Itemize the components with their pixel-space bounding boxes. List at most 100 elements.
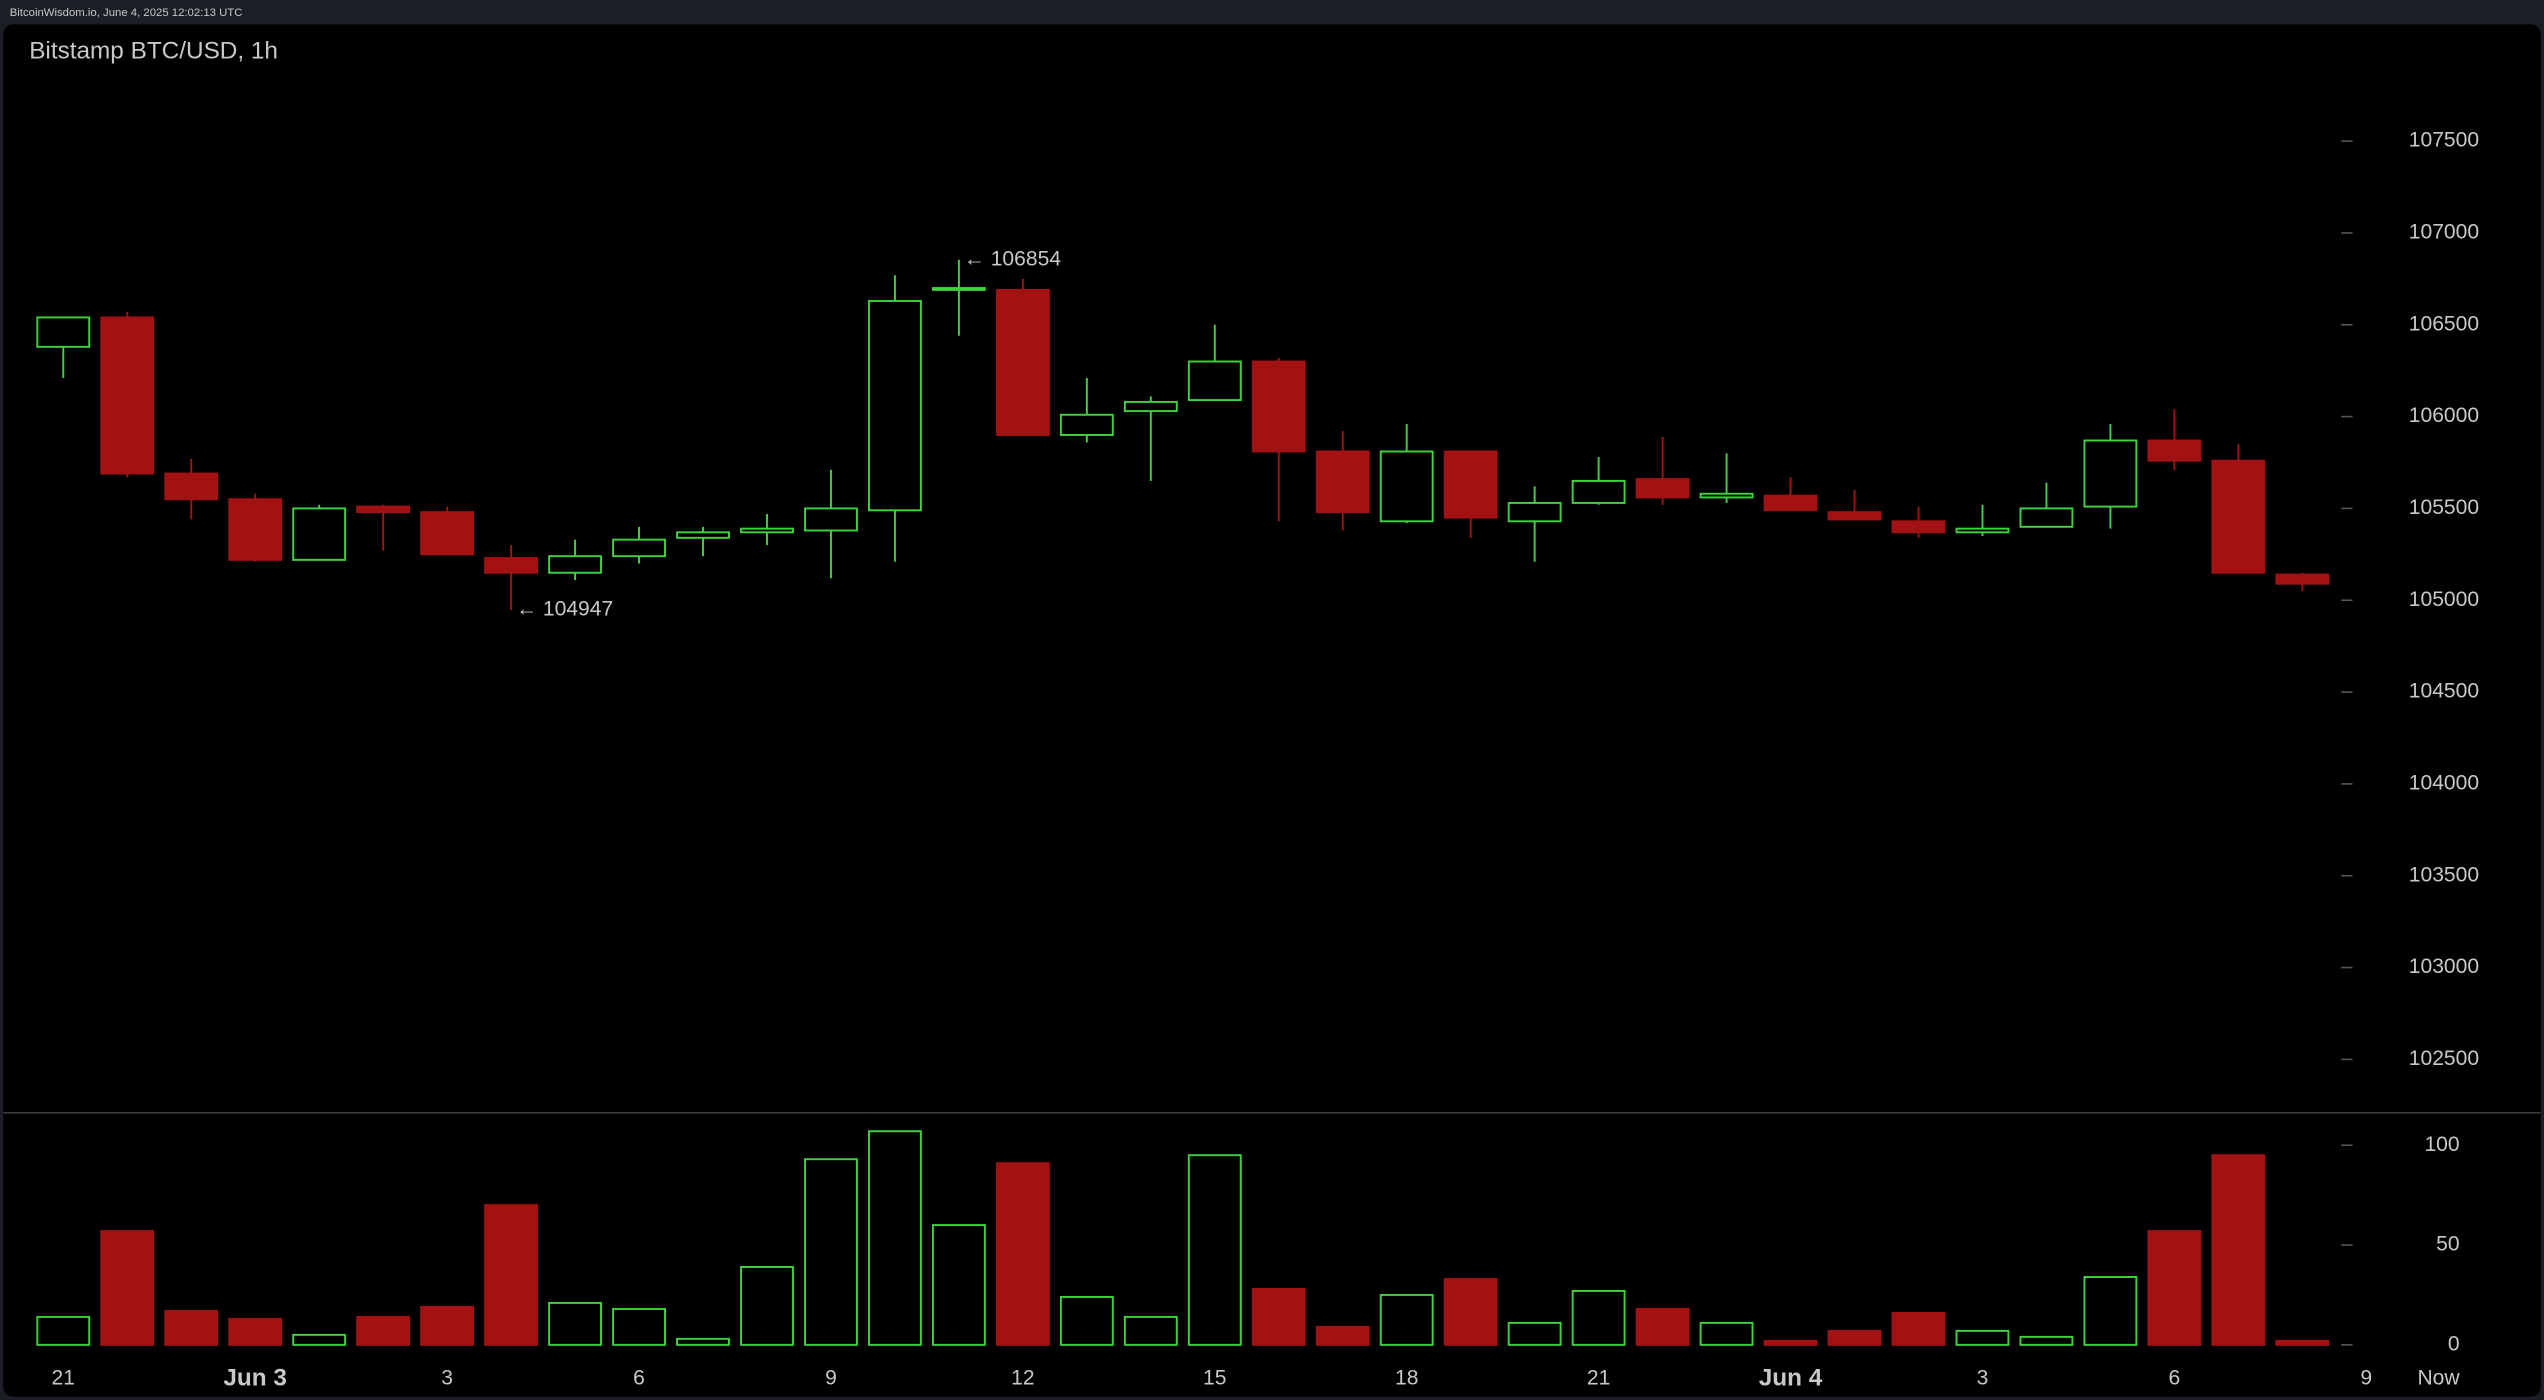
volume-bar — [1571, 1289, 1626, 1346]
volume-bar — [740, 1266, 794, 1346]
volume-bar — [2147, 1230, 2202, 1346]
volume-bar — [100, 1230, 155, 1346]
candle-body — [2083, 439, 2138, 508]
candle-body — [36, 316, 91, 348]
volume-bar — [36, 1315, 91, 1346]
y-tick-label: 103000 — [2409, 955, 2479, 978]
x-tick-label: Jun 3 — [223, 1364, 287, 1391]
candle-body — [804, 507, 858, 532]
candle-body — [931, 287, 986, 291]
candle-body — [548, 555, 602, 574]
volume-bar — [2019, 1335, 2074, 1346]
x-tick-label: 9 — [2360, 1366, 2372, 1389]
x-tick-label: 21 — [52, 1366, 75, 1389]
candle-body — [1443, 450, 1498, 519]
volume-bar — [804, 1158, 858, 1346]
candle-body — [1251, 360, 1306, 453]
volume-bar — [1763, 1339, 1818, 1346]
candle-body — [867, 299, 922, 512]
x-tick-label: 12 — [1011, 1366, 1034, 1389]
x-tick-label: 21 — [1587, 1366, 1610, 1389]
volume-bar — [931, 1224, 986, 1346]
candle-body — [612, 538, 666, 558]
candle-body — [292, 507, 347, 561]
volume-bar — [228, 1317, 283, 1346]
volume-bar — [612, 1307, 666, 1346]
x-tick-label: 18 — [1395, 1366, 1418, 1389]
candle-body — [740, 527, 794, 534]
x-tick-label: 15 — [1203, 1366, 1226, 1389]
volume-bar — [548, 1301, 602, 1346]
header: BitcoinWisdom.io, June 4, 2025 12:02:13 … — [10, 7, 243, 19]
candle-body — [1635, 478, 1690, 499]
y-tick-label: 105000 — [2409, 588, 2479, 611]
volume-tick-label: 0 — [2448, 1332, 2460, 1355]
candle-body — [164, 472, 219, 501]
annotation: ← 106854 — [964, 247, 1062, 270]
volume-bar — [1315, 1325, 1370, 1346]
candle-body — [228, 498, 283, 561]
x-tick-label: 6 — [2169, 1366, 2181, 1389]
x-tick-label: 3 — [1977, 1366, 1989, 1389]
candle-body — [1187, 360, 1242, 402]
volume-bar — [2083, 1276, 2138, 1346]
volume-bar — [1507, 1321, 1562, 1346]
volume-tick-label: 50 — [2436, 1233, 2459, 1256]
y-tick-label: 107500 — [2409, 129, 2479, 152]
volume-bar — [1187, 1154, 1242, 1346]
candle-body — [2211, 459, 2266, 574]
candle-body — [1699, 492, 1754, 499]
volume-bar — [2211, 1154, 2266, 1346]
y-tick-label: 107000 — [2409, 221, 2479, 244]
y-tick-label: 105500 — [2409, 496, 2479, 519]
volume-tick-label: 100 — [2424, 1133, 2459, 1156]
candle-body — [1315, 450, 1370, 514]
volume-bar — [164, 1309, 219, 1346]
y-tick-label: 104000 — [2409, 771, 2479, 794]
volume-bar — [1635, 1307, 1690, 1346]
y-tick-label: 103500 — [2409, 863, 2479, 886]
candle-body — [1059, 413, 1114, 436]
volume-bar — [1379, 1293, 1434, 1346]
candle-body — [356, 505, 411, 514]
candle-body — [676, 531, 730, 539]
x-tick-label: 3 — [441, 1366, 453, 1389]
candle-body — [1379, 450, 1434, 523]
volume-bar — [484, 1204, 539, 1346]
candle-body — [1571, 479, 1626, 504]
y-tick-label: 104500 — [2409, 680, 2479, 703]
y-tick-label: 106000 — [2409, 404, 2479, 427]
volume-bar — [2275, 1339, 2330, 1346]
volume-bar — [995, 1162, 1050, 1346]
chart-title: Bitstamp BTC/USD, 1h — [29, 37, 278, 64]
volume-bar — [1699, 1321, 1754, 1346]
candle-body — [484, 557, 539, 574]
volume-bar — [1891, 1311, 1946, 1346]
annotation: ← 104947 — [516, 598, 613, 621]
volume-bar — [1059, 1295, 1114, 1346]
volume-bar — [1443, 1277, 1498, 1346]
volume-bar — [1123, 1315, 1178, 1346]
volume-bar — [420, 1305, 475, 1346]
chart-panel — [3, 24, 2541, 1397]
candle-body — [1955, 527, 2010, 534]
x-tick-label: Jun 4 — [1759, 1364, 1823, 1391]
volume-bar — [867, 1130, 922, 1346]
volume-bar — [1827, 1329, 1882, 1346]
candle-body — [1763, 494, 1818, 512]
y-tick-label: 106500 — [2409, 312, 2479, 335]
volume-bar — [1251, 1287, 1306, 1346]
candle-body — [100, 316, 155, 475]
candle-body — [1827, 511, 1882, 521]
volume-bar — [292, 1333, 347, 1346]
candle-body — [420, 511, 475, 556]
y-tick-label: 102500 — [2409, 1047, 2479, 1070]
candle-body — [2147, 439, 2202, 462]
now-label: Now — [2417, 1366, 2460, 1389]
candle-body — [995, 288, 1050, 436]
x-tick-label: 6 — [633, 1366, 645, 1389]
x-tick-label: 9 — [825, 1366, 837, 1389]
candle-body — [1123, 400, 1178, 413]
